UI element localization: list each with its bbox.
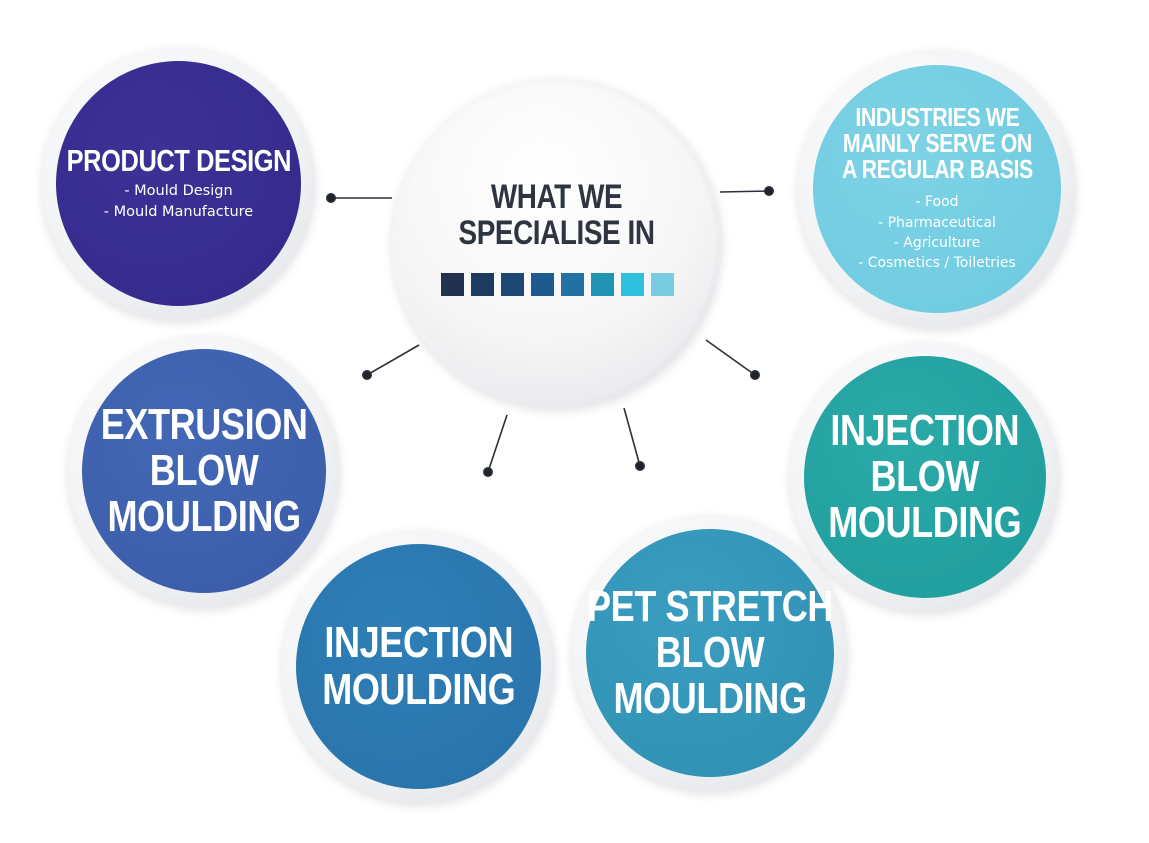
connector-dot-pet-stretch	[634, 460, 645, 471]
connector-dot-product-design	[325, 193, 336, 204]
injection-blow-title: INJECTION BLOW MOULDING	[828, 405, 1022, 548]
color-swatch	[560, 273, 584, 297]
connector-injection-blow	[705, 339, 756, 376]
injection-blow-title-line: BLOW	[870, 451, 980, 501]
connector-industries	[719, 190, 770, 193]
extrusion-title: EXTRUSION BLOW MOULDING	[100, 399, 308, 542]
extrusion-title-line: MOULDING	[107, 492, 301, 542]
pet-stretch-title-line: BLOW	[655, 627, 765, 677]
color-swatch	[620, 273, 644, 297]
center-title: WHAT WE SPECIALISE IN	[458, 177, 656, 252]
color-swatch	[470, 273, 494, 297]
pet-stretch-title: PET STRETCH BLOW MOULDING	[586, 581, 834, 724]
pet-stretch-title-line: PET STRETCH	[586, 581, 834, 631]
industries-title-line: MAINLY SERVE ON	[842, 128, 1032, 159]
connector-dot-injection-moulding	[482, 466, 493, 477]
industry-item: - Agriculture	[893, 235, 981, 251]
product-design-bubble: PRODUCT DESIGN - Mould Design - Mould Ma…	[56, 61, 301, 306]
industries-bubble: INDUSTRIES WE MAINLY SERVE ON A REGULAR …	[813, 65, 1061, 313]
product-design-item: - Mould Design	[124, 183, 233, 200]
center-bubble: WHAT WE SPECIALISE IN	[398, 84, 716, 402]
product-design-item: - Mould Manufacture	[103, 204, 254, 221]
injection-blow-title-line: MOULDING	[828, 498, 1022, 548]
extrusion-blow-moulding-bubble: EXTRUSION BLOW MOULDING	[82, 349, 326, 593]
center-title-line: SPECIALISE IN	[458, 213, 656, 252]
connector-extrusion	[366, 344, 420, 376]
injection-blow-title-line: INJECTION	[830, 405, 1020, 455]
industries-title: INDUSTRIES WE MAINLY SERVE ON A REGULAR …	[842, 104, 1033, 182]
connector-dot-industries	[763, 186, 774, 197]
color-swatch	[500, 273, 524, 297]
pet-stretch-title-line: MOULDING	[613, 674, 807, 724]
extrusion-title-line: BLOW	[149, 445, 259, 495]
center-title-line: WHAT WE	[491, 177, 623, 216]
connector-pet-stretch	[623, 407, 641, 467]
industries-title-line: A REGULAR BASIS	[841, 154, 1033, 185]
injection-blow-moulding-bubble: INJECTION BLOW MOULDING	[804, 356, 1046, 598]
pet-stretch-blow-moulding-bubble: PET STRETCH BLOW MOULDING	[586, 529, 834, 777]
industries-title-line: INDUSTRIES WE	[854, 102, 1020, 133]
extrusion-title-line: EXTRUSION	[100, 399, 308, 449]
connector-injection-moulding	[487, 414, 508, 473]
injection-moulding-bubble: INJECTION MOULDING	[296, 544, 541, 789]
connector-dot-extrusion	[361, 369, 372, 380]
color-swatch	[440, 273, 464, 297]
industry-item: - Cosmetics / Toiletries	[858, 255, 1016, 272]
color-swatch-row	[440, 273, 674, 297]
color-swatch	[530, 273, 554, 297]
color-swatch	[590, 273, 614, 297]
injection-moulding-title: INJECTION MOULDING	[321, 618, 516, 714]
connector-dot-injection-blow	[749, 369, 760, 380]
injection-moulding-title-line: MOULDING	[321, 664, 516, 714]
color-swatch	[650, 273, 674, 297]
product-design-title: PRODUCT DESIGN	[66, 142, 291, 178]
industry-item: - Food	[915, 194, 959, 211]
industry-item: - Pharmaceutical	[878, 214, 996, 231]
injection-moulding-title-line: INJECTION	[324, 618, 513, 668]
